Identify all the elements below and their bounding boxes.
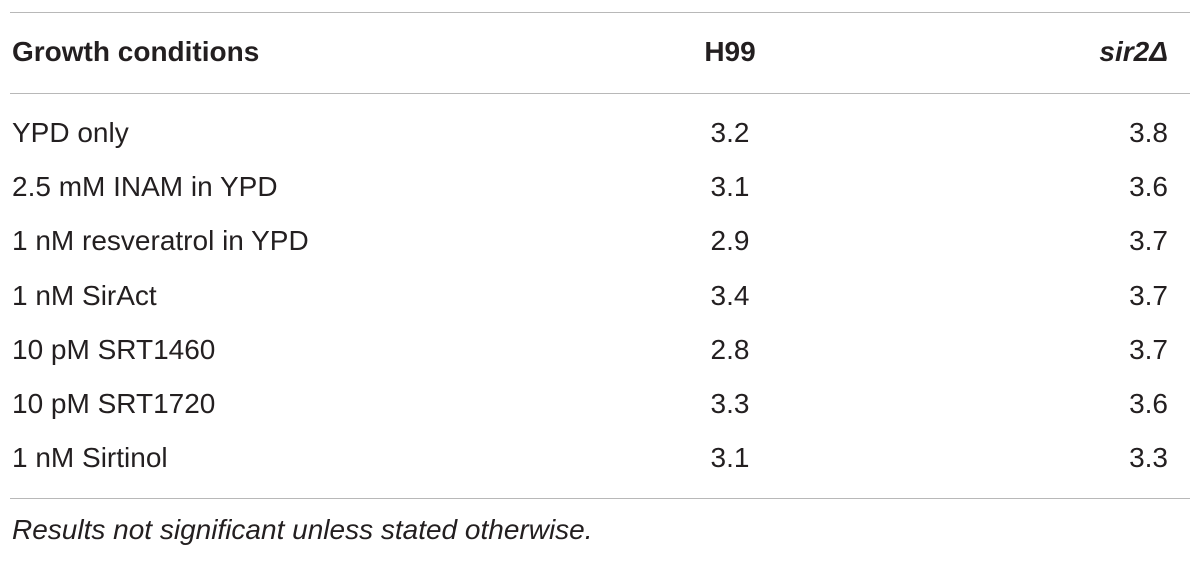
value-cell: 3.4 bbox=[710, 279, 750, 311]
value-cell: 3.7 bbox=[1129, 333, 1168, 365]
value-cell: 3.1 bbox=[710, 171, 750, 203]
row-label: 1 nM SirAct bbox=[12, 279, 157, 311]
value-cell: 2.8 bbox=[710, 333, 750, 365]
value-cell: 3.6 bbox=[1129, 171, 1168, 203]
row-label: YPD only bbox=[12, 117, 129, 148]
value-cell: 3.3 bbox=[1129, 442, 1168, 474]
header-cell: sir2Δ bbox=[1099, 36, 1168, 67]
header-cell: H99 bbox=[704, 36, 756, 67]
row-label: 10 pM SRT1720 bbox=[12, 388, 216, 419]
top-rule bbox=[10, 12, 1190, 13]
value-cell: 3.2 bbox=[710, 117, 750, 148]
value-cell: 3.8 bbox=[1129, 117, 1168, 148]
value-cell: 2.9 bbox=[710, 225, 750, 257]
bottom-rule bbox=[10, 498, 1190, 499]
row-label: 1 nM Sirtinol bbox=[12, 442, 168, 474]
value-cell: 3.1 bbox=[710, 442, 750, 474]
row-label: 1 nM resveratrol in YPD bbox=[12, 225, 309, 257]
value-cell: 3.3 bbox=[710, 388, 750, 419]
header-rule bbox=[10, 93, 1190, 94]
footnote: Results not significant unless stated ot… bbox=[12, 514, 593, 545]
value-cell: 3.6 bbox=[1129, 388, 1168, 419]
header-cell: Growth conditions bbox=[12, 36, 260, 67]
value-cell: 3.7 bbox=[1129, 225, 1168, 257]
value-cell: 3.7 bbox=[1129, 279, 1168, 311]
row-label: 2.5 mM INAM in YPD bbox=[12, 171, 278, 203]
row-label: 10 pM SRT1460 bbox=[12, 333, 216, 365]
